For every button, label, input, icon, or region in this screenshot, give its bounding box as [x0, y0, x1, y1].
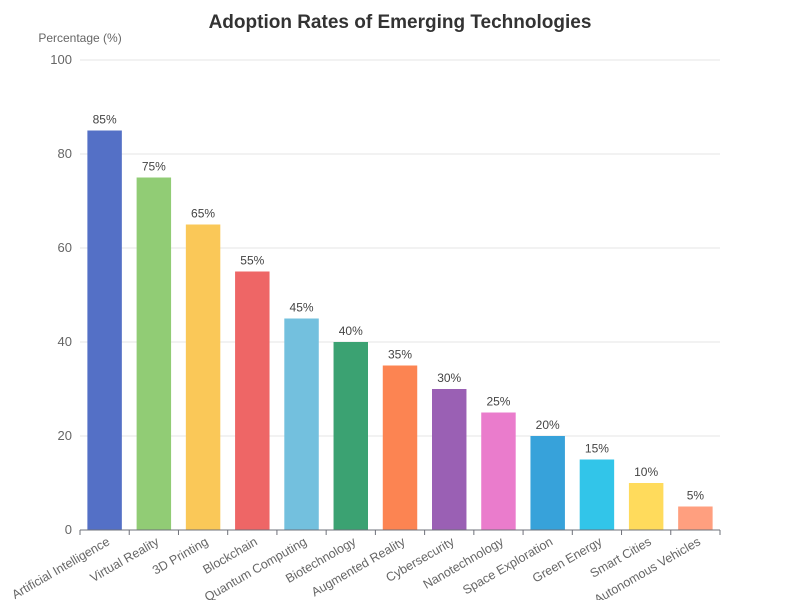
x-axis [79, 529, 721, 535]
bar[interactable] [382, 365, 418, 531]
data-labels: 85% 75% 65% 55% 45% 40% 35% 30% 25% 20% 15% 10% 5% [93, 113, 705, 503]
data-label: 35% [388, 348, 412, 362]
bar[interactable] [185, 224, 221, 531]
data-label: 85% [93, 113, 117, 127]
bar[interactable] [530, 436, 565, 530]
y-axis-ticks: 0 20 40 60 80 100 [50, 52, 72, 537]
bar[interactable] [628, 483, 664, 530]
chart-title: Adoption Rates of Emerging Technologies [209, 12, 592, 33]
y-axis-label: Percentage (%) [38, 31, 121, 45]
y-tick-label: 0 [65, 522, 72, 537]
data-label: 5% [687, 489, 705, 503]
bar[interactable] [284, 318, 319, 531]
y-tick-label: 100 [50, 52, 72, 67]
data-label: 15% [585, 442, 609, 456]
bar[interactable] [579, 459, 615, 531]
bar[interactable] [678, 506, 713, 531]
bar[interactable] [136, 177, 172, 531]
data-label: 55% [240, 254, 264, 268]
bar[interactable] [87, 130, 122, 531]
data-label: 40% [339, 324, 363, 338]
bar[interactable] [333, 342, 368, 530]
bar[interactable] [235, 271, 270, 531]
x-tick-label: 3D Printing [150, 534, 211, 577]
x-tick-label: Space Exploration [460, 534, 555, 597]
bar[interactable] [432, 389, 467, 530]
y-tick-label: 60 [58, 240, 72, 255]
data-label: 75% [142, 160, 166, 174]
bars [87, 130, 713, 531]
y-tick-label: 40 [58, 334, 72, 349]
data-label: 10% [634, 465, 658, 479]
bar[interactable] [481, 412, 516, 531]
data-label: 45% [290, 301, 314, 315]
data-label: 20% [536, 418, 560, 432]
y-tick-label: 80 [58, 146, 72, 161]
data-label: 25% [486, 395, 510, 409]
y-tick-label: 20 [58, 428, 72, 443]
data-label: 65% [191, 207, 215, 221]
data-label: 30% [437, 371, 461, 385]
